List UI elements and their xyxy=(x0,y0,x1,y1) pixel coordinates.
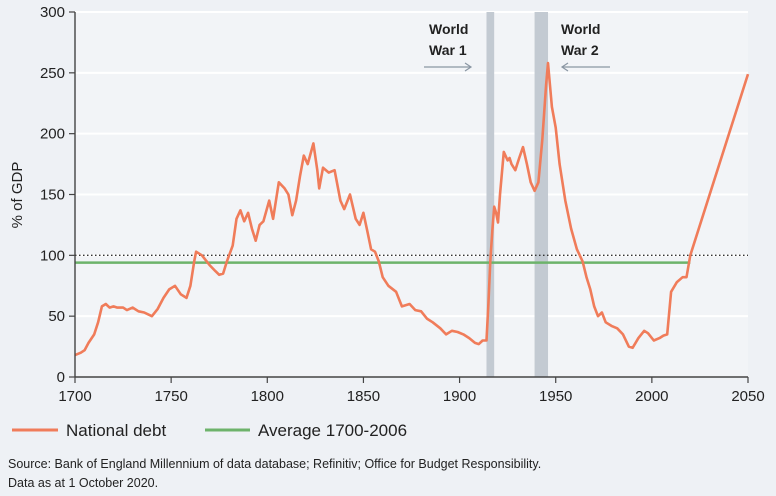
ww1-arrow xyxy=(424,62,473,72)
ww2-label-line1: World xyxy=(561,21,600,37)
x-tick-label-1850: 1850 xyxy=(347,388,380,405)
legend-label-national-debt: National debt xyxy=(66,421,166,440)
ww2-arrow xyxy=(560,62,610,72)
ww1-label-line1: World xyxy=(429,21,468,37)
x-tick-label-2000: 2000 xyxy=(635,388,668,405)
legend-label-average: Average 1700-2006 xyxy=(258,421,407,440)
data-date-note: Data as at 1 October 2020. xyxy=(8,476,158,490)
y-tick-label-150: 150 xyxy=(40,187,65,204)
ww1-label-line2: War 1 xyxy=(429,42,467,58)
y-tick-label-100: 100 xyxy=(40,247,65,264)
axes: 0 50 100 150 200 250 300 1700 1750 1800 1850 1900 19… xyxy=(40,4,765,405)
y-axis-label: % of GDP xyxy=(9,162,26,229)
x-tick-label-1900: 1900 xyxy=(443,388,476,405)
y-tick-label-300: 300 xyxy=(40,4,65,21)
gridlines xyxy=(75,11,748,377)
legend: National debt Average 1700-2006 xyxy=(12,421,407,440)
x-tick-label-1800: 1800 xyxy=(251,388,284,405)
x-tick-label-1750: 1750 xyxy=(154,388,187,405)
x-tick-label-1700: 1700 xyxy=(58,388,91,405)
war-band-1 xyxy=(486,12,495,377)
y-tick-label-50: 50 xyxy=(48,308,65,325)
y-tick-label-200: 200 xyxy=(40,126,65,143)
y-tick-label-250: 250 xyxy=(40,65,65,82)
source-note: Source: Bank of England Millennium of da… xyxy=(8,457,541,471)
war-band-2 xyxy=(534,12,549,377)
x-tick-label-2050: 2050 xyxy=(731,388,764,405)
y-tick-label-0: 0 xyxy=(57,369,65,386)
ww2-label-line2: War 2 xyxy=(561,42,599,58)
national-debt-line xyxy=(74,61,750,357)
x-tick-label-1950: 1950 xyxy=(539,388,572,405)
